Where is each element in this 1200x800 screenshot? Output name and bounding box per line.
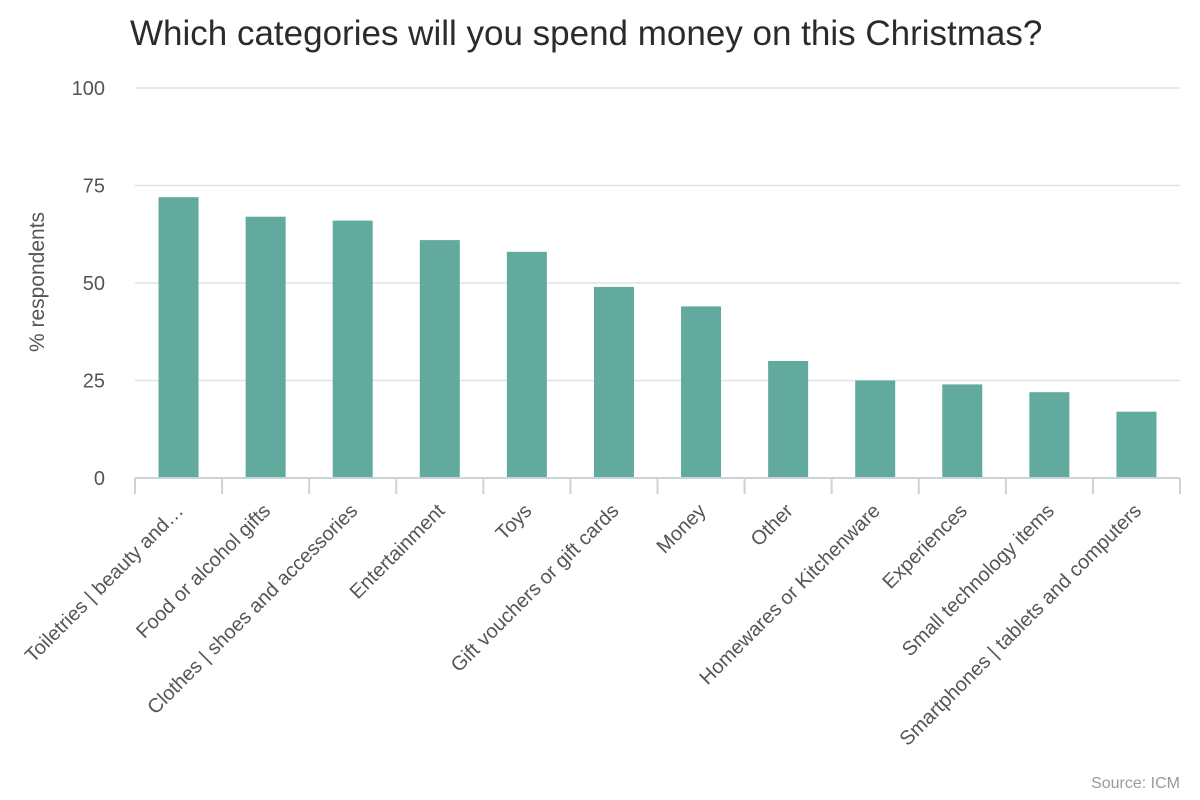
bar (593, 286, 634, 478)
y-tick-label: 25 (83, 371, 105, 393)
y-tick-label: 0 (94, 468, 105, 490)
y-tick-label: 100 (72, 78, 105, 100)
x-tick-label: Toys (492, 500, 537, 545)
bar (332, 220, 373, 478)
y-tick-label: 50 (83, 273, 105, 295)
x-tick-label: Small technology items (898, 500, 1059, 661)
bar (419, 240, 460, 478)
bar (768, 361, 809, 478)
bars (158, 197, 1157, 478)
y-tick-labels: 0 25 50 75 100 (72, 78, 105, 490)
x-tick-label: Other (747, 500, 798, 551)
bar (158, 197, 199, 478)
gridlines (135, 87, 1180, 382)
bar (1116, 411, 1157, 478)
x-tick-label: Money (653, 500, 711, 558)
y-tick-label: 75 (83, 176, 105, 198)
x-axis (134, 477, 1181, 494)
bar (245, 216, 286, 478)
chart-title: Which categories will you spend money on… (130, 14, 1043, 53)
bar (942, 384, 983, 478)
x-tick-labels: Toiletries | beauty and…Food or alcohol … (21, 500, 1146, 751)
x-tick-label: Homewares or Kitchenware (695, 500, 884, 689)
x-tick-label: Experiences (878, 500, 971, 593)
bar (506, 251, 547, 478)
y-axis-label: % respondents (26, 212, 49, 352)
bar (1029, 392, 1070, 478)
source-note: Source: ICM (1091, 775, 1180, 792)
bar (681, 306, 722, 478)
bar (855, 380, 896, 478)
x-tick-label: Gift vouchers or gift cards (447, 500, 624, 677)
x-tick-label: Toiletries | beauty and… (21, 500, 188, 667)
